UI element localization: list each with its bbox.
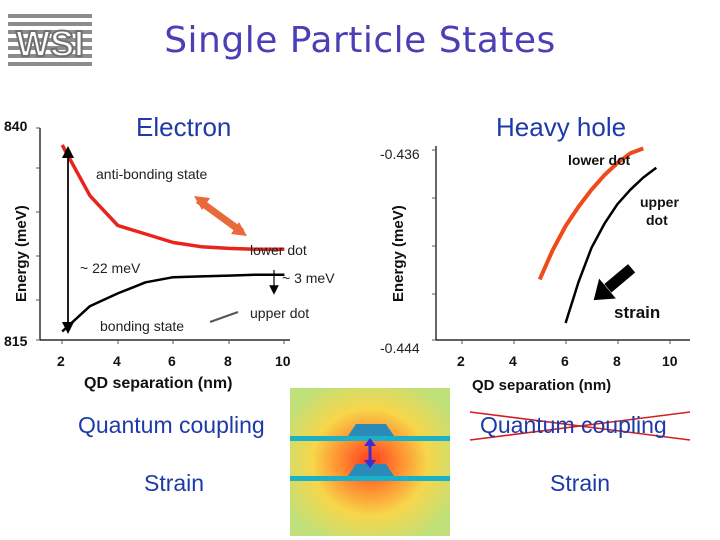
strain-map — [290, 388, 450, 536]
bonding-curve — [61, 273, 285, 333]
right-x-ticks — [461, 340, 671, 344]
left-x-tick-6: 6 — [168, 353, 176, 369]
left-y-ticks — [36, 127, 40, 341]
right-ylabel: Energy (meV) — [390, 205, 407, 302]
antibonding-curve — [60, 144, 285, 252]
right-y-ticks — [432, 149, 436, 341]
gap-22mev-label: ~ 22 meV — [80, 260, 141, 276]
left-y-bottom: 815 — [4, 333, 28, 349]
right-upper-dot-label-1: upper — [640, 194, 679, 210]
gap-3mev-label: ~ 3 meV — [282, 270, 335, 286]
right-x-tick-10: 10 — [662, 353, 678, 369]
left-x-tick-8: 8 — [224, 353, 232, 369]
heavy-hole-title: Heavy hole — [496, 112, 627, 142]
left-coupling-caption: Quantum coupling — [78, 412, 265, 438]
left-lower-dot-label: lower dot — [250, 242, 307, 258]
left-upper-dot-label: upper dot — [250, 305, 310, 321]
upper-dot-curve — [564, 166, 658, 324]
right-xlabel: QD separation (nm) — [472, 377, 612, 394]
right-strain-caption: Strain — [550, 470, 611, 496]
left-x-tick-4: 4 — [113, 353, 121, 369]
left-y-top: 840 — [4, 118, 28, 134]
strain-label: strain — [614, 303, 661, 322]
left-x-tick-10: 10 — [275, 353, 291, 369]
left-strain-caption: Strain — [144, 470, 205, 496]
electron-title: Electron — [136, 112, 232, 142]
right-x-tick-8: 8 — [613, 353, 621, 369]
left-x-tick-2: 2 — [57, 353, 65, 369]
antibonding-label: anti-bonding state — [96, 166, 208, 182]
right-coupling-caption: Quantum coupling — [480, 412, 667, 438]
slide-title: Single Particle States — [164, 20, 556, 61]
left-ylabel: Energy (meV) — [13, 205, 30, 302]
bonding-marker — [209, 311, 239, 323]
right-lower-dot-label: lower dot — [568, 152, 631, 168]
coupling-orange-arrow — [195, 197, 245, 235]
right-y-top: -0.436 — [380, 146, 420, 162]
logo-text: WSI — [16, 23, 84, 64]
right-x-tick-6: 6 — [561, 353, 569, 369]
right-upper-dot-label-2: dot — [646, 212, 668, 228]
left-xlabel: QD separation (nm) — [84, 375, 233, 392]
coupling-arrowhead-top — [194, 196, 210, 210]
wsi-logo: WSI — [4, 4, 96, 76]
strain-arrow — [593, 262, 637, 301]
right-y-bottom: -0.444 — [380, 340, 420, 356]
right-x-tick-4: 4 — [509, 353, 517, 369]
left-x-ticks — [61, 340, 285, 344]
coupling-arrowhead-bottom — [231, 222, 247, 236]
lower-dot-curve — [537, 146, 645, 281]
bonding-label: bonding state — [100, 318, 185, 334]
cross-line-2 — [469, 411, 691, 441]
right-x-tick-2: 2 — [457, 353, 465, 369]
